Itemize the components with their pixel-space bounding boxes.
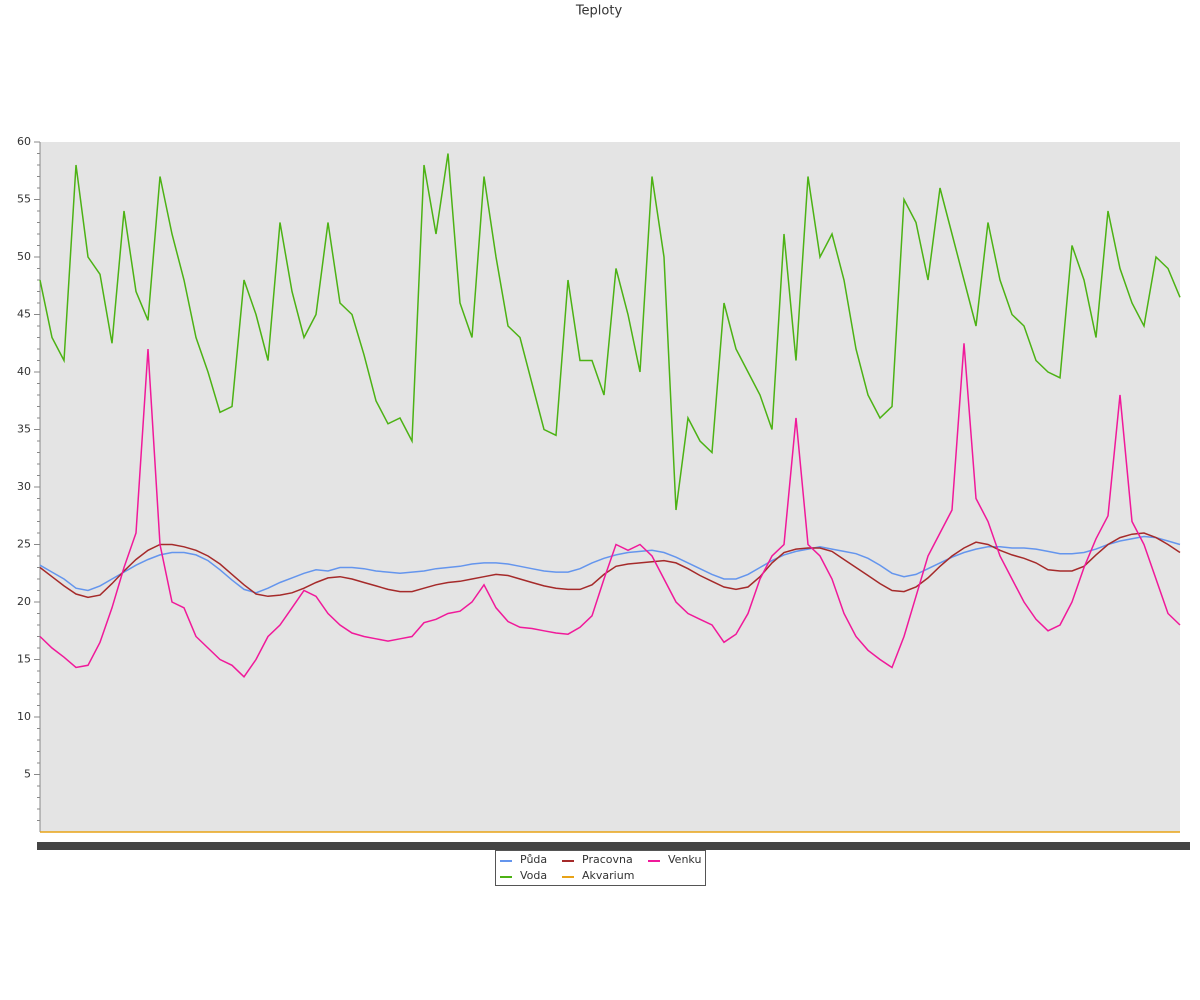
y-tick-label: 20 bbox=[17, 595, 31, 608]
y-tick-label: 5 bbox=[24, 768, 31, 781]
plot-area bbox=[40, 142, 1180, 832]
legend-label: Voda bbox=[520, 869, 547, 882]
chart-title: Teploty bbox=[575, 4, 623, 19]
y-tick-label: 35 bbox=[17, 423, 31, 436]
y-tick-label: 60 bbox=[17, 135, 31, 148]
y-tick-label: 40 bbox=[17, 365, 31, 378]
x-tick-labels-illegible bbox=[37, 842, 1190, 850]
legend-label: Pracovna bbox=[582, 853, 633, 866]
series-line bbox=[39, 153, 1181, 511]
y-tick-label: 15 bbox=[17, 653, 31, 666]
series-line bbox=[39, 535, 1181, 594]
legend-label: Venku bbox=[668, 853, 701, 866]
legend-label: Půda bbox=[520, 853, 547, 866]
y-tick-label: 25 bbox=[17, 538, 31, 551]
y-tick-label: 30 bbox=[17, 480, 31, 493]
y-tick-label: 55 bbox=[17, 193, 31, 206]
legend-label: Akvarium bbox=[582, 869, 634, 882]
y-tick-label: 50 bbox=[17, 250, 31, 263]
series-line bbox=[39, 343, 1181, 678]
y-tick-label: 10 bbox=[17, 710, 31, 723]
y-tick-label: 45 bbox=[17, 308, 31, 321]
series-line bbox=[39, 532, 1181, 599]
legend bbox=[495, 850, 706, 886]
